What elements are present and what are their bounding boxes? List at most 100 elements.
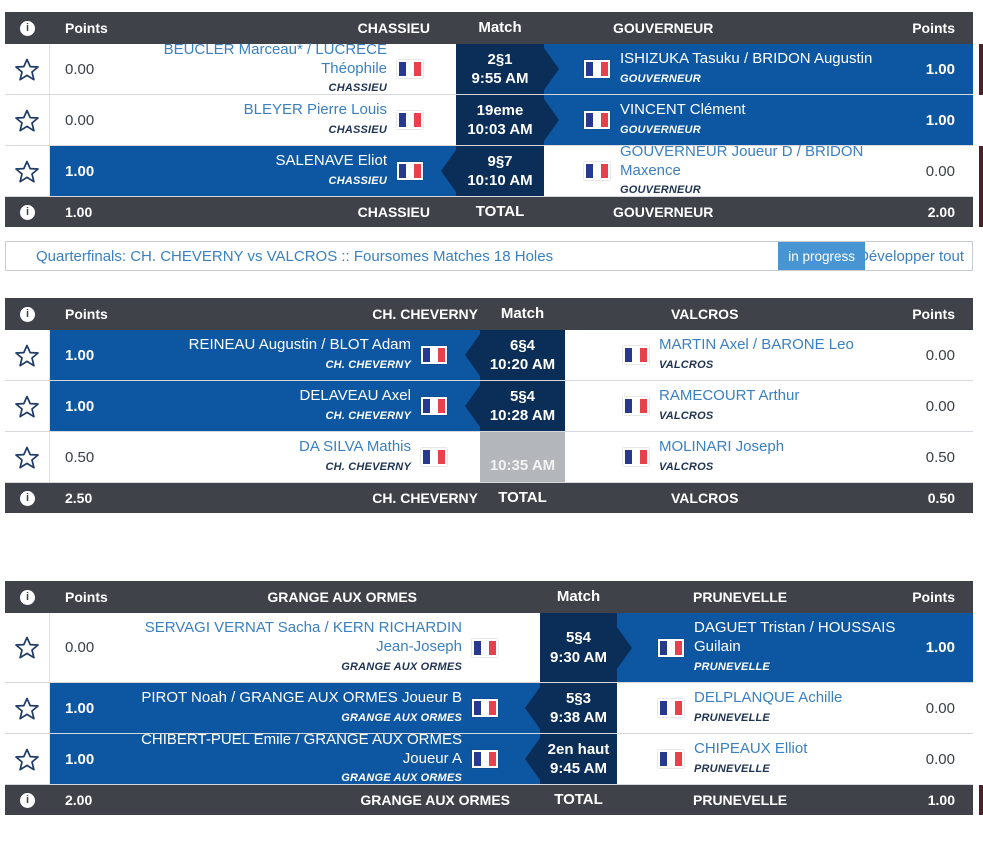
info-icon[interactable]: i — [20, 490, 35, 506]
away-club-label: PRUNEVELLE — [694, 660, 770, 673]
info-icon[interactable]: i — [20, 204, 35, 220]
home-club-label: CH. CHEVERNY — [325, 461, 411, 473]
home-player-name[interactable]: BLEYER Pierre Louis — [243, 101, 387, 119]
away-team-name: GOUVERNEUR — [613, 20, 714, 36]
home-player-name[interactable]: REINEAU Augustin / BLOT Adam — [188, 336, 411, 354]
france-flag-icon — [421, 448, 447, 466]
favorite-star-icon[interactable] — [15, 395, 39, 418]
home-player-name[interactable]: DELAVEAU Axel — [299, 387, 411, 405]
table-row: 0.00 BEUCLER Marceau* / LUCRECE Théophil… — [5, 40, 973, 95]
table-header: i Points CH. CHEVERNY Match VALCROS Poin… — [5, 298, 973, 330]
france-flag-icon — [658, 750, 684, 768]
info-icon[interactable]: i — [20, 792, 35, 808]
total-label: TOTAL — [498, 489, 547, 507]
table-row: 0.00 SERVAGI VERNAT Sacha / KERN RICHARD… — [5, 613, 973, 683]
home-points: 0.00 — [65, 60, 95, 78]
table-footer: i 2.00 GRANGE AUX ORMES TOTAL PRUNEVELLE… — [5, 785, 973, 815]
home-team-name: CH. CHEVERNY — [372, 306, 478, 322]
home-club-label: CHASSIEU — [328, 82, 387, 95]
info-icon[interactable]: i — [20, 306, 35, 322]
home-player-name[interactable]: PIROT Noah / GRANGE AUX ORMES Joueur B — [141, 689, 462, 707]
away-player-name[interactable]: DELPLANQUE Achille — [694, 689, 843, 707]
france-flag-icon — [623, 448, 649, 466]
favorite-star-icon[interactable] — [15, 58, 39, 81]
away-player-name[interactable]: VINCENT Clément — [620, 101, 746, 119]
favorite-star-icon[interactable] — [15, 160, 39, 183]
away-player-name[interactable]: RAMECOURT Arthur — [659, 387, 800, 405]
match-score: 5§3 — [565, 689, 592, 707]
france-flag-icon — [658, 638, 684, 657]
favorite-star-icon[interactable] — [15, 446, 39, 469]
home-player-name[interactable]: CHIBERT-PUEL Emile / GRANGE AUX ORMES Jo… — [141, 730, 462, 767]
home-player-name[interactable]: SALENAVE Eliot — [275, 152, 387, 170]
away-player-name[interactable]: ISHIZUKA Tasuku / BRIDON Augustin — [620, 50, 873, 68]
favorite-star-icon[interactable] — [15, 344, 39, 367]
match-score-cell: 2§1 9:55 AM — [456, 44, 559, 94]
total-label: TOTAL — [475, 203, 525, 221]
favorite-star-icon[interactable] — [15, 636, 39, 659]
clipped-edge-fragment — [979, 44, 983, 95]
away-team-name: VALCROS — [671, 490, 739, 506]
away-team-name: VALCROS — [671, 306, 739, 322]
home-points: 1.00 — [65, 346, 95, 364]
home-club-label: CH. CHEVERNY — [325, 359, 411, 371]
points-column-header: Points — [65, 589, 108, 605]
away-team-name: PRUNEVELLE — [693, 792, 788, 808]
match-score: 5§4 — [565, 629, 592, 646]
home-total-points: 2.00 — [65, 792, 93, 808]
home-points: 0.00 — [65, 111, 95, 129]
match-table-cheverny-valcros: i Points CH. CHEVERNY Match VALCROS Poin… — [5, 298, 973, 513]
match-score-cell: 10:35 AM — [480, 432, 565, 482]
away-player-name[interactable]: DAGUET Tristan / HOUSSAIS Guilain — [694, 619, 896, 656]
away-points: 1.00 — [925, 60, 955, 78]
home-player-name[interactable]: SERVAGI VERNAT Sacha / KERN RICHARDIN Je… — [144, 619, 462, 656]
match-time: 9:38 AM — [550, 709, 607, 726]
info-icon[interactable]: i — [20, 589, 35, 605]
away-player-name[interactable]: MOLINARI Joseph — [659, 438, 785, 456]
points-column-header: Points — [912, 589, 955, 605]
away-points: 0.50 — [925, 448, 955, 466]
match-time: 9:55 AM — [471, 70, 529, 87]
france-flag-icon — [623, 397, 649, 415]
away-points: 0.00 — [925, 346, 955, 364]
home-team-name: CH. CHEVERNY — [372, 490, 478, 506]
france-flag-icon — [584, 162, 610, 180]
home-player-name[interactable]: DA SILVA Mathis — [299, 438, 411, 456]
away-team-name: PRUNEVELLE — [693, 589, 788, 605]
france-flag-icon — [397, 60, 423, 78]
match-score-cell: 5§3 9:38 AM — [525, 683, 617, 733]
clipped-edge-fragment — [979, 785, 983, 815]
away-player-name[interactable]: MARTIN Axel / BARONE Leo — [659, 336, 854, 354]
away-total-points: 2.00 — [927, 204, 955, 220]
match-score: 2en haut — [547, 740, 610, 758]
home-points: 0.00 — [65, 639, 95, 656]
away-team-name: GOUVERNEUR — [613, 204, 714, 220]
match-time: 10:03 AM — [467, 121, 533, 138]
home-club-label: GRANGE AUX ORMES — [341, 660, 462, 673]
round-accordion-header[interactable]: Quarterfinals: CH. CHEVERNY vs VALCROS :… — [5, 241, 973, 271]
status-badge: in progress — [778, 242, 865, 270]
away-club-label: VALCROS — [659, 410, 714, 422]
expand-all-button[interactable]: Développer tout — [858, 247, 964, 265]
france-flag-icon — [397, 162, 423, 180]
away-player-name[interactable]: GOUVERNEUR Joueur D / BRIDON Maxence — [620, 142, 864, 179]
match-score: 2§1 — [487, 50, 513, 68]
france-flag-icon — [472, 750, 498, 768]
away-points: 0.00 — [925, 699, 955, 717]
info-icon[interactable]: i — [20, 20, 35, 36]
favorite-star-icon[interactable] — [15, 109, 39, 132]
match-score: 6§4 — [509, 336, 536, 354]
away-club-label: GOUVERNEUR — [620, 184, 701, 197]
away-player-name[interactable]: CHIPEAUX Elliot — [694, 740, 808, 758]
home-club-label: GRANGE AUX ORMES — [341, 772, 462, 785]
home-points: 1.00 — [65, 699, 95, 717]
match-score: 19eme — [476, 101, 524, 119]
favorite-star-icon[interactable] — [15, 697, 39, 720]
match-score-cell: 2en haut 9:45 AM — [525, 734, 617, 784]
points-column-header: Points — [912, 20, 955, 36]
favorite-star-icon[interactable] — [15, 748, 39, 771]
home-total-points: 2.50 — [65, 490, 93, 506]
home-player-name[interactable]: BEUCLER Marceau* / LUCRECE Théophile — [163, 40, 387, 77]
match-time: 9:45 AM — [550, 760, 607, 777]
france-flag-icon — [472, 638, 498, 657]
